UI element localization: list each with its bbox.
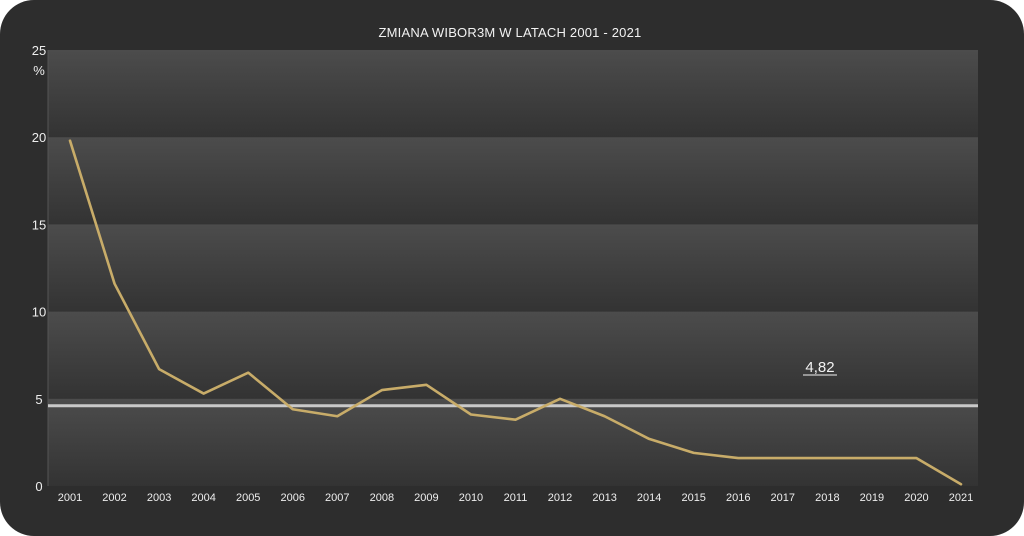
x-tick-label: 2013: [592, 492, 616, 504]
grid-band: [48, 398, 978, 486]
x-tick-label: 2020: [904, 492, 928, 504]
x-tick-label: 2015: [681, 492, 705, 504]
x-tick-label: 2002: [102, 492, 126, 504]
x-tick-label: 2017: [771, 492, 795, 504]
y-tick-label: 20: [32, 130, 46, 145]
x-axis-ticks: 2001 2002 2003 2004 2005 2006 2007 2008 2009 2010…: [58, 492, 973, 504]
y-tick-label: 0: [35, 479, 42, 494]
x-tick-label: 2006: [281, 492, 305, 504]
grid-band: [48, 50, 978, 138]
x-tick-label: 2007: [325, 492, 349, 504]
series-line: [68, 139, 963, 486]
x-tick-label: 2009: [414, 492, 438, 504]
y-axis-ticks: 0 5 10 15 20 25: [32, 43, 46, 494]
x-tick-label: 2014: [637, 492, 661, 504]
average-label: 4,82: [805, 359, 834, 376]
x-tick-label: 2010: [459, 492, 483, 504]
x-tick-label: 2008: [370, 492, 394, 504]
grid-band: [48, 311, 978, 399]
x-tick-label: 2021: [949, 492, 973, 504]
y-tick-label: 25: [32, 43, 46, 58]
y-tick-label: 10: [32, 305, 46, 320]
y-tick-label: 5: [35, 392, 42, 407]
x-tick-label: 2004: [191, 492, 215, 504]
x-tick-label: 2016: [726, 492, 750, 504]
chart-title: ZMIANA WIBOR3M W LATACH 2001 - 2021: [379, 25, 642, 40]
x-tick-label: 2003: [147, 492, 171, 504]
x-tick-label: 2018: [815, 492, 839, 504]
x-tick-label: 2019: [860, 492, 884, 504]
y-axis-unit: %: [33, 63, 45, 78]
grid-band: [48, 224, 978, 312]
x-tick-label: 2005: [236, 492, 260, 504]
x-tick-label: 2012: [548, 492, 572, 504]
y-tick-label: 15: [32, 217, 46, 232]
x-tick-label: 2011: [504, 492, 528, 504]
grid-band: [48, 137, 978, 225]
grid-bands: [47, 50, 978, 486]
x-tick-label: 2001: [58, 492, 82, 504]
